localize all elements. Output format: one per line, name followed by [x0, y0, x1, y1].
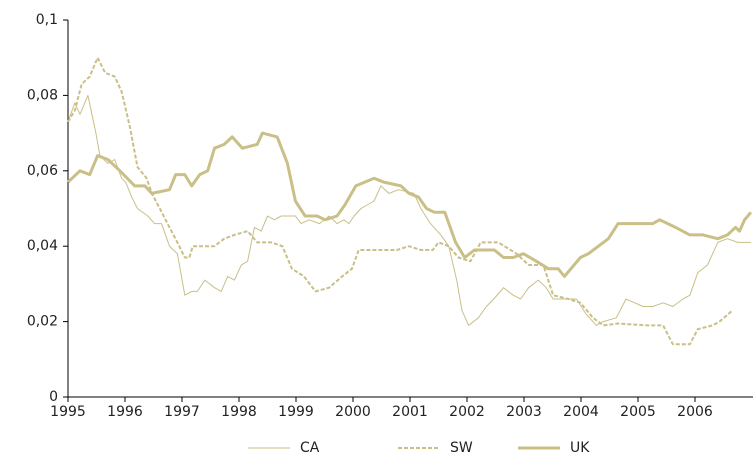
y-tick-label: 0,06	[27, 163, 58, 179]
x-tick-label: 1995	[50, 404, 86, 420]
series-line	[66, 131, 753, 278]
x-tick-label: 2006	[677, 404, 713, 420]
y-tick-label: 0,04	[27, 238, 58, 254]
y-tick-label: 0	[49, 389, 58, 405]
x-tick-label: 1999	[278, 404, 314, 420]
series-line	[67, 94, 751, 326]
legend-label: CA	[300, 440, 320, 456]
legend-label: SW	[450, 440, 473, 456]
x-tick-label: 2005	[620, 404, 656, 420]
y-tick-label: 0,1	[36, 12, 58, 28]
x-tick-label: 1997	[164, 404, 200, 420]
legend-label: UK	[570, 440, 590, 456]
x-tick-label: 1996	[107, 404, 143, 420]
y-tick-label: 0,08	[27, 87, 58, 103]
series-line	[67, 56, 734, 346]
x-tick-label: 2004	[563, 404, 599, 420]
x-tick-label: 1998	[221, 404, 257, 420]
x-tick-label: 2003	[506, 404, 542, 420]
y-tick-label: 0,02	[27, 314, 58, 330]
x-tick-label: 2001	[392, 404, 428, 420]
x-tick-label: 2002	[449, 404, 485, 420]
x-tick-label: 2000	[335, 404, 371, 420]
